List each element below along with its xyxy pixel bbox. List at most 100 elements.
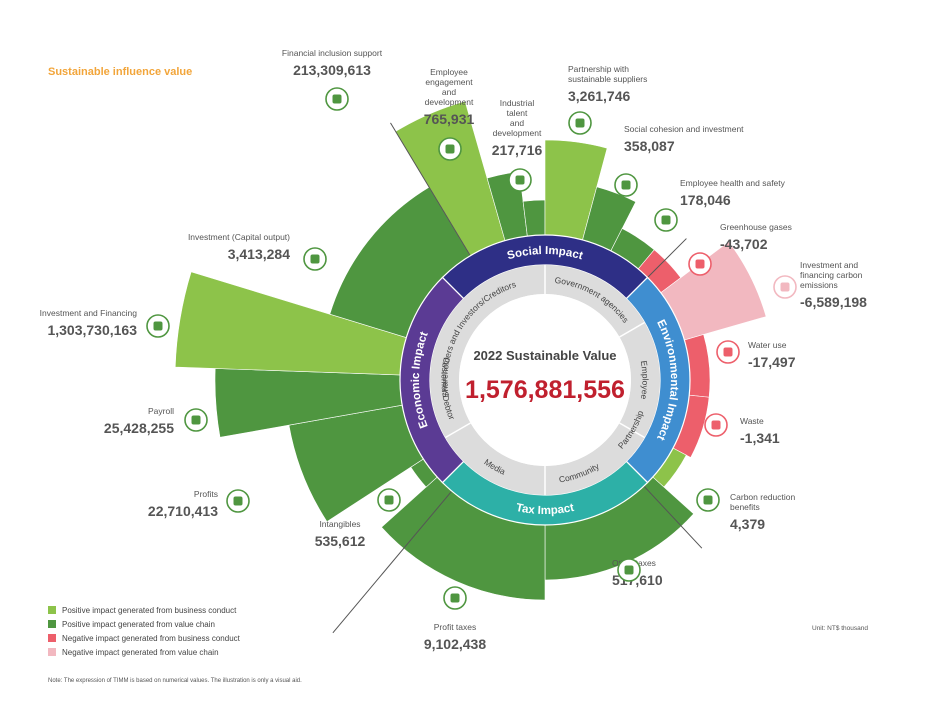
coin-icon bbox=[146, 314, 170, 338]
item-label: Waste bbox=[740, 416, 764, 426]
money-hand-icon bbox=[226, 489, 250, 513]
center-circle bbox=[459, 294, 631, 466]
water-drop-icon bbox=[716, 340, 740, 364]
item-value: 765,931 bbox=[424, 111, 475, 127]
divider-line bbox=[643, 485, 703, 549]
item-label: Investment (Capital output) bbox=[188, 232, 290, 242]
label-6: Greenhouse gases -43,702 bbox=[720, 222, 792, 252]
growth-chart-icon bbox=[614, 173, 638, 197]
item-value: 22,710,413 bbox=[148, 503, 218, 519]
label-14: Profits 22,710,413 bbox=[148, 489, 218, 519]
item-label: Partnership with bbox=[568, 64, 629, 74]
trash-bin-icon bbox=[704, 413, 728, 437]
item-label: Profit taxes bbox=[434, 622, 477, 632]
legend-swatch bbox=[48, 606, 56, 614]
item-value: 217,716 bbox=[492, 142, 543, 158]
recycle-icon bbox=[773, 275, 797, 299]
item-label: Intangibles bbox=[319, 519, 360, 529]
label-9: Waste -1,341 bbox=[740, 416, 780, 446]
item-label: Industrial bbox=[500, 98, 535, 108]
item-label: Water use bbox=[748, 340, 787, 350]
legend-swatch bbox=[48, 620, 56, 628]
calculator-icon bbox=[443, 586, 467, 610]
presentation-icon bbox=[438, 137, 462, 161]
item-value: 9,102,438 bbox=[424, 636, 486, 652]
item-label: development bbox=[425, 97, 474, 107]
item-label: Investment and Financing bbox=[40, 308, 138, 318]
item-value: -1,341 bbox=[740, 430, 780, 446]
item-label: talent bbox=[507, 108, 528, 118]
item-label: Employee bbox=[430, 67, 468, 77]
center-value: 1,576,881,556 bbox=[465, 376, 625, 404]
item-value: 178,046 bbox=[680, 192, 731, 208]
label-17: Investment (Capital output) 3,413,284 bbox=[188, 232, 290, 262]
ring-label-inner: Employee bbox=[639, 360, 651, 401]
item-value: 535,612 bbox=[315, 533, 366, 549]
legend-label: Negative impact generated from business … bbox=[62, 634, 241, 643]
label-12: Profit taxes 9,102,438 bbox=[424, 622, 486, 652]
divider-line bbox=[332, 490, 453, 634]
item-value: -17,497 bbox=[748, 354, 796, 370]
center-layer: 2022 Sustainable Value 1,576,881,556 bbox=[459, 294, 631, 466]
calculator-icon bbox=[617, 558, 641, 582]
item-value: 358,087 bbox=[624, 138, 675, 154]
label-4: Social cohesion and investment 358,087 bbox=[624, 124, 744, 154]
item-value: 213,309,613 bbox=[293, 62, 371, 78]
divider-line bbox=[390, 122, 471, 256]
item-label: Employee health and safety bbox=[680, 178, 786, 188]
legend-swatch bbox=[48, 634, 56, 642]
legend-label: Positive impact generated from business … bbox=[62, 606, 237, 615]
item-label: financing carbon bbox=[800, 270, 863, 280]
item-label: Greenhouse gases bbox=[720, 222, 792, 232]
item-label: development bbox=[493, 128, 542, 138]
legend-layer: Positive impact generated from business … bbox=[48, 606, 868, 684]
item-label: and bbox=[442, 87, 456, 97]
graduation-cap-icon bbox=[508, 168, 532, 192]
divider-line bbox=[647, 238, 687, 278]
item-label: engagement bbox=[425, 77, 473, 87]
building-icon bbox=[303, 247, 327, 271]
health-person-icon bbox=[654, 208, 678, 232]
legend-swatch bbox=[48, 648, 56, 656]
labels-layer: Financial inclusion support 213,309,613 Em… bbox=[40, 48, 868, 652]
bar-chart-icon bbox=[696, 488, 720, 512]
people-icon bbox=[184, 408, 208, 432]
page-title: Sustainable influence value bbox=[48, 66, 192, 78]
divider-lines bbox=[332, 122, 703, 634]
item-label: emissions bbox=[800, 280, 838, 290]
item-label: and bbox=[510, 118, 524, 128]
item-label: Financial inclusion support bbox=[282, 48, 383, 58]
item-value: 25,428,255 bbox=[104, 420, 174, 436]
bar-profits bbox=[288, 404, 426, 523]
unit-label: Unit: NT$ thousand bbox=[812, 625, 868, 632]
label-5: Employee health and safety 178,046 bbox=[680, 178, 786, 208]
ring-label-outer: Social Impact bbox=[506, 245, 584, 262]
label-0: Financial inclusion support 213,309,613 bbox=[282, 48, 383, 78]
item-value: -43,702 bbox=[720, 236, 768, 252]
handshake-icon bbox=[568, 111, 592, 135]
lightbulb-icon bbox=[377, 488, 401, 512]
footnote: Note: The expression of TIMM is based on… bbox=[48, 678, 302, 684]
item-label: sustainable suppliers bbox=[568, 74, 647, 84]
item-label: Carbon reduction bbox=[730, 492, 795, 502]
label-8: Water use -17,497 bbox=[748, 340, 796, 370]
item-label: benefits bbox=[730, 502, 760, 512]
label-16: Investment and Financing 1,303,730,163 bbox=[40, 308, 138, 338]
item-label: Payroll bbox=[148, 406, 174, 416]
center-title: 2022 Sustainable Value bbox=[473, 348, 616, 363]
item-label: Profits bbox=[194, 489, 218, 499]
legend-label: Negative impact generated from value cha… bbox=[62, 648, 219, 657]
dollar-icon bbox=[325, 87, 349, 111]
item-value: -6,589,198 bbox=[800, 294, 867, 310]
label-15: Payroll 25,428,255 bbox=[104, 406, 174, 436]
item-label: Investment and bbox=[800, 260, 858, 270]
ring-label-outer: Tax Impact bbox=[515, 502, 575, 517]
item-value: 3,413,284 bbox=[228, 246, 290, 262]
